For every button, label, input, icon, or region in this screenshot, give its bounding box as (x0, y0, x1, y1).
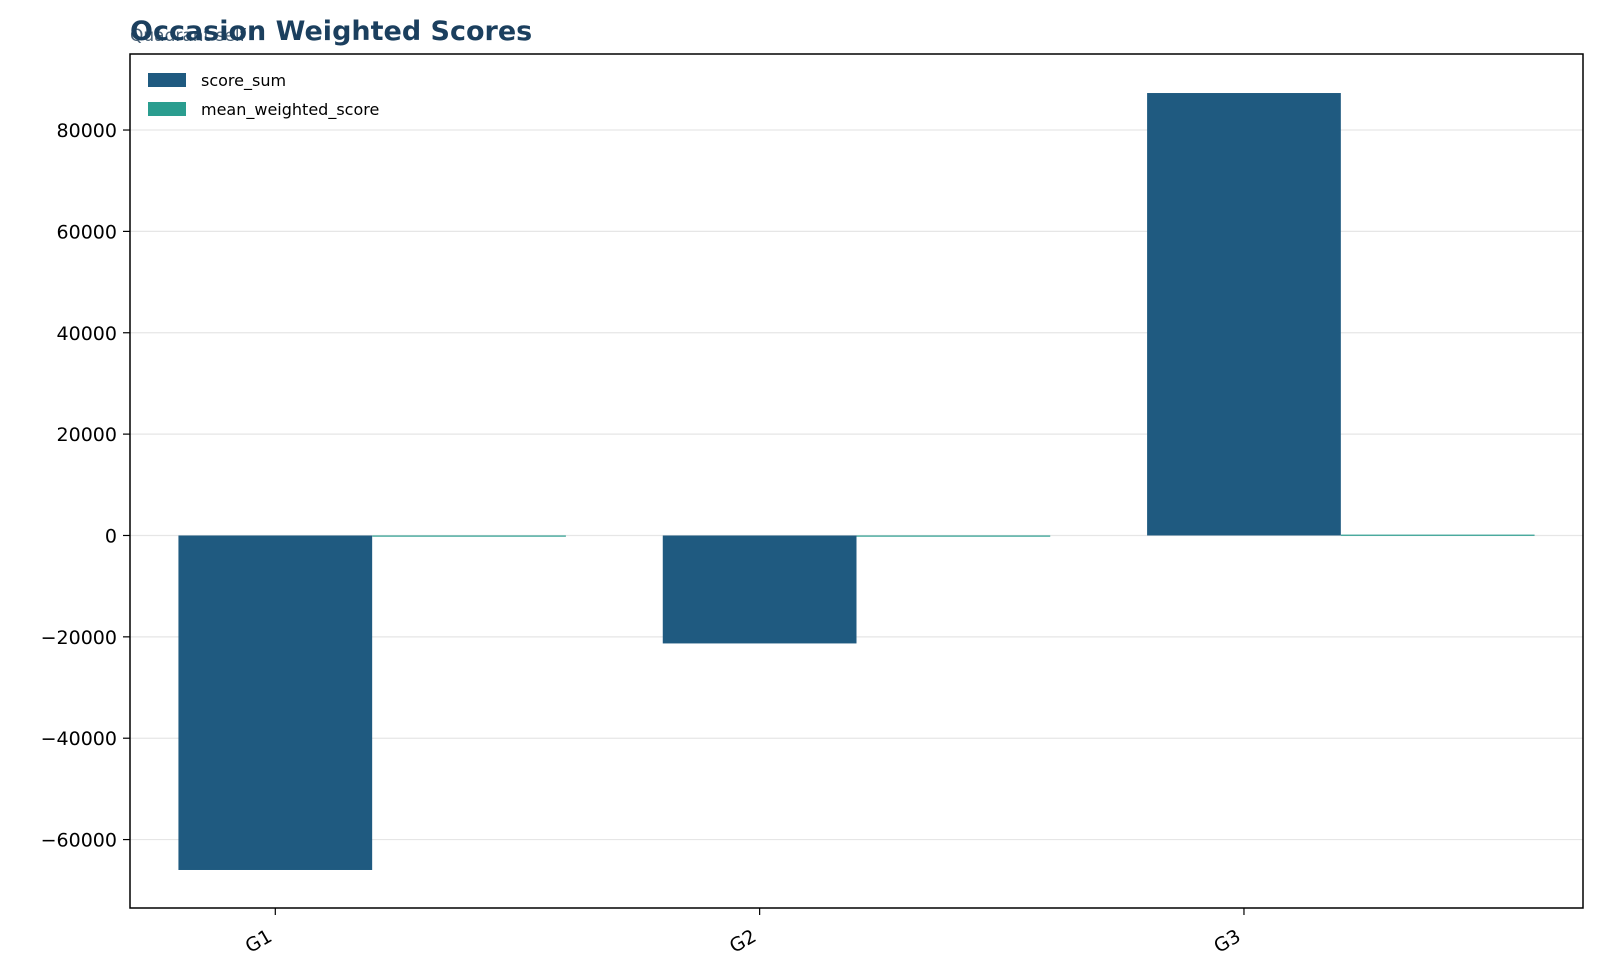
legend-label-mean-weighted-score: mean_weighted_score (201, 100, 379, 120)
bar-score-sum-g3 (1147, 93, 1341, 536)
y-tick-label: 80000 (57, 120, 117, 142)
y-tick-label: 40000 (57, 323, 117, 345)
y-tick-label: −40000 (41, 728, 117, 750)
bar-mean-weighted-score-g2 (856, 535, 1051, 537)
bar-score-sum-g2 (662, 535, 857, 644)
bars (178, 93, 1535, 870)
legend-swatch-score-sum (148, 73, 186, 87)
legend-label-score-sum: score_sum (201, 71, 286, 91)
bar-mean-weighted-score-g3 (1340, 534, 1535, 536)
y-axis: −60000 −40000 −20000 0 20000 40000 60000 80000 (41, 120, 130, 852)
chart-title: Occasion Weighted Scores (130, 16, 532, 47)
x-tick-label: G2 (726, 925, 760, 957)
y-tick-label: 20000 (57, 424, 117, 446)
legend-swatch-mean-weighted-score (148, 102, 186, 116)
x-tick-label: G3 (1210, 925, 1244, 957)
x-tick-label: G1 (242, 925, 276, 957)
y-tick-label: −20000 (41, 627, 117, 649)
chart-subtitle: Quadrant self (130, 26, 247, 46)
bar-mean-weighted-score-g1 (372, 535, 566, 537)
legend: score_sum mean_weighted_score (148, 71, 379, 120)
y-tick-label: −60000 (41, 830, 117, 852)
y-tick-label: 0 (105, 525, 117, 547)
y-tick-label: 60000 (57, 221, 117, 243)
bar-score-sum-g1 (178, 535, 373, 870)
x-axis: G1 G2 G3 (242, 908, 1245, 958)
plot-frame (129, 53, 1584, 909)
